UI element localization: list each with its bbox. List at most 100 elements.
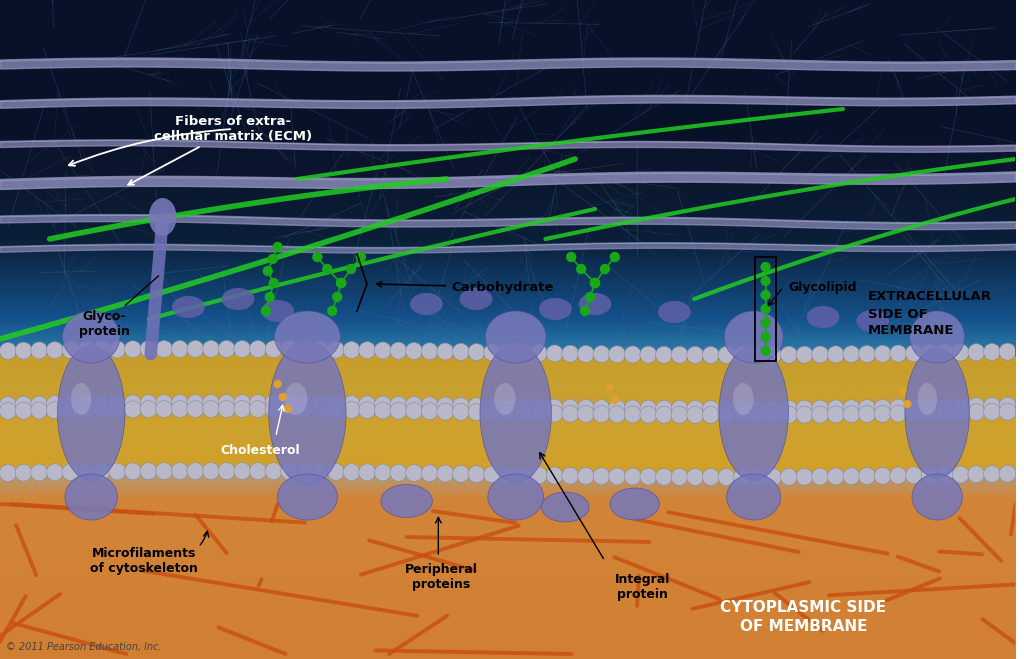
Circle shape [640,468,656,485]
Circle shape [765,469,781,486]
Circle shape [968,398,985,415]
Circle shape [265,395,282,412]
Circle shape [453,465,469,482]
Circle shape [46,464,63,480]
Circle shape [640,400,656,417]
Circle shape [905,467,923,484]
Circle shape [812,400,828,417]
Circle shape [62,395,79,413]
Ellipse shape [658,301,691,323]
Circle shape [874,345,891,362]
Circle shape [546,399,563,416]
Circle shape [921,405,938,422]
Circle shape [890,399,906,416]
Circle shape [250,401,266,418]
Circle shape [336,278,346,288]
Circle shape [858,399,876,416]
Circle shape [358,402,376,418]
Circle shape [78,341,94,358]
Circle shape [265,463,282,480]
Ellipse shape [856,310,889,332]
Circle shape [483,466,501,483]
Circle shape [187,401,204,418]
Circle shape [453,403,469,420]
Circle shape [93,341,110,358]
Circle shape [171,463,188,480]
Circle shape [843,346,860,362]
Circle shape [125,341,141,358]
Circle shape [358,342,376,358]
Circle shape [78,395,94,413]
Circle shape [437,403,454,420]
Circle shape [358,464,376,481]
Circle shape [530,467,548,484]
Circle shape [580,306,590,316]
Circle shape [46,342,63,358]
Circle shape [272,242,283,252]
Circle shape [218,401,236,418]
Circle shape [375,342,391,359]
Circle shape [921,399,938,416]
Circle shape [156,463,173,480]
Circle shape [999,465,1016,482]
Circle shape [15,464,32,481]
Circle shape [609,252,620,262]
Circle shape [203,341,219,357]
Circle shape [546,345,563,362]
Circle shape [140,401,157,418]
Ellipse shape [727,474,780,520]
Circle shape [125,395,141,412]
Circle shape [608,346,626,363]
Circle shape [562,399,579,416]
Circle shape [187,395,204,411]
Circle shape [437,397,454,414]
Text: Fibers of extra-
cellular matrix (ECM): Fibers of extra- cellular matrix (ECM) [128,115,312,185]
Circle shape [156,395,173,412]
Ellipse shape [909,311,965,363]
Circle shape [78,401,94,418]
Circle shape [46,402,63,418]
Circle shape [796,406,813,423]
Circle shape [671,401,688,417]
Circle shape [562,405,579,422]
Circle shape [858,405,876,422]
Circle shape [406,343,423,360]
Text: Glyco-
protein: Glyco- protein [79,276,159,338]
Circle shape [483,404,501,421]
Circle shape [937,398,953,415]
Circle shape [281,341,298,358]
Ellipse shape [65,474,118,520]
Circle shape [140,341,157,358]
Circle shape [600,264,610,274]
Circle shape [761,304,771,314]
Circle shape [515,399,531,415]
Circle shape [905,345,923,362]
Circle shape [250,341,266,358]
Circle shape [761,290,771,301]
Text: EXTRACELLULAR
SIDE OF
MEMBRANE: EXTRACELLULAR SIDE OF MEMBRANE [867,291,991,337]
Circle shape [593,406,610,422]
Circle shape [343,463,360,480]
Circle shape [390,396,407,413]
Text: Integral
protein: Integral protein [615,573,671,601]
Circle shape [702,469,719,486]
Circle shape [983,465,1000,482]
Ellipse shape [579,293,611,315]
Circle shape [578,345,594,362]
Circle shape [187,341,204,358]
Ellipse shape [148,198,176,236]
Circle shape [268,278,279,288]
Circle shape [585,292,595,302]
Circle shape [265,401,282,418]
Circle shape [343,341,360,358]
Circle shape [562,345,579,362]
Circle shape [625,346,641,363]
Ellipse shape [172,296,205,318]
Circle shape [261,306,271,316]
Circle shape [812,406,828,423]
Circle shape [171,395,188,412]
Circle shape [608,400,626,417]
Circle shape [687,347,703,363]
Circle shape [375,402,391,419]
Ellipse shape [268,341,346,486]
